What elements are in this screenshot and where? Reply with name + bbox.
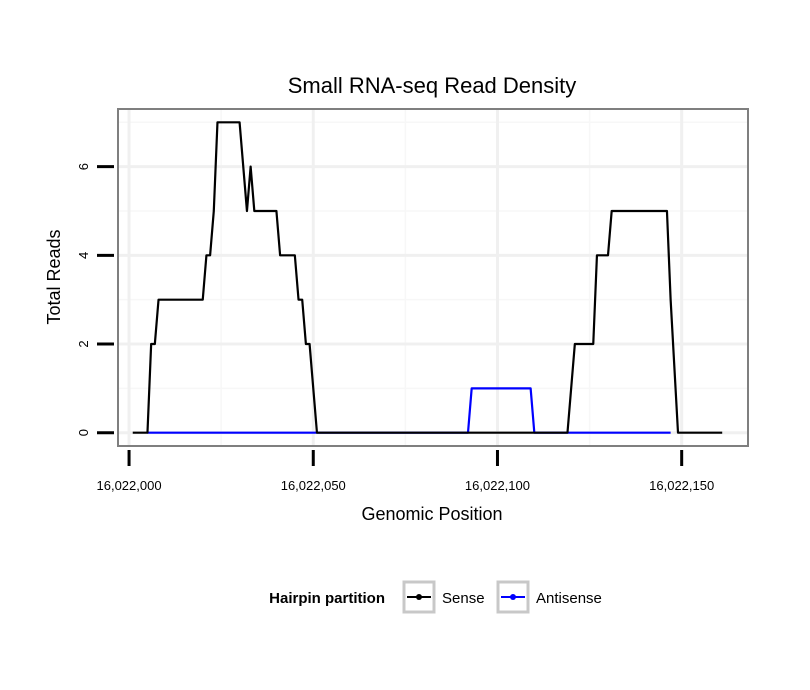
series-line-sense [132, 121, 723, 434]
x-tick-label: 16,022,150 [649, 478, 714, 493]
y-axis: 0 2 4 6 [76, 163, 114, 436]
x-tick-label: 16,022,000 [97, 478, 162, 493]
legend-title: Hairpin partition [269, 590, 385, 607]
legend-entry-antisense: Antisense [496, 580, 602, 614]
x-tick-label: 16,022,100 [465, 478, 530, 493]
y-tick-label: 0 [76, 429, 91, 436]
x-axis: 16,022,000 16,022,050 16,022,100 16,022,150 [97, 450, 714, 493]
chart-title: Small RNA-seq Read Density [288, 73, 577, 98]
legend-label-sense: Sense [442, 590, 485, 607]
plot-background [118, 109, 748, 446]
x-axis-title: Genomic Position [361, 504, 502, 524]
legend-entry-sense: Sense [402, 580, 485, 614]
legend-label-antisense: Antisense [536, 590, 602, 607]
x-tick-label: 16,022,050 [281, 478, 346, 493]
legend-marker-antisense [510, 594, 516, 600]
series-layer [132, 121, 723, 434]
plot-panel-border [117, 108, 749, 447]
y-axis-title: Total Reads [44, 229, 64, 324]
legend: Hairpin partition Sense Antisense [269, 580, 602, 614]
y-tick-label: 4 [76, 252, 91, 259]
legend-marker-sense [416, 594, 422, 600]
y-tick-label: 2 [76, 340, 91, 347]
y-tick-label: 6 [76, 163, 91, 170]
